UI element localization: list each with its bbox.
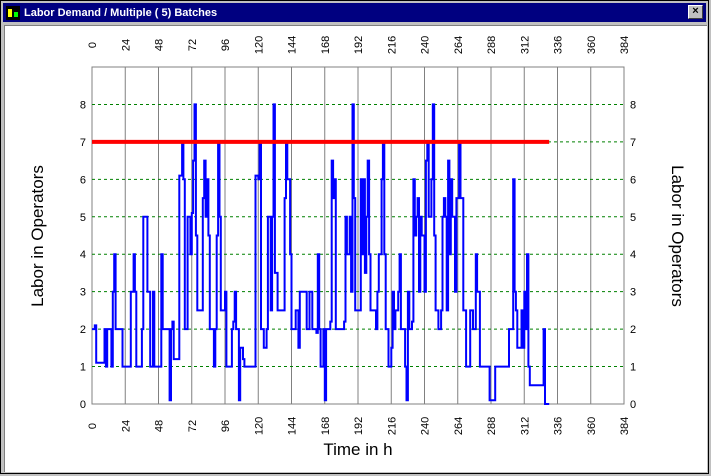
x-tick-label-top: 288	[486, 36, 498, 54]
y-tick-label-right: 5	[630, 212, 636, 224]
labor-demand-series-line	[92, 103, 550, 405]
x-tick-label-top: 336	[553, 36, 565, 54]
x-tick-label-top: 0	[87, 42, 99, 48]
y-tick-label-left: 4	[80, 249, 86, 261]
x-tick-label-top: 216	[386, 36, 398, 54]
x-tick-label-bottom: 312	[519, 417, 531, 435]
y-tick-label-left: 1	[80, 362, 86, 374]
x-tick-label-bottom: 336	[553, 417, 565, 435]
x-tick-label-bottom: 168	[320, 417, 332, 435]
window-title: Labor Demand / Multiple ( 5) Batches	[24, 6, 218, 19]
y-tick-label-left: 0	[80, 399, 86, 411]
x-tick-label-top: 360	[586, 36, 598, 54]
y-tick-label-left: 6	[80, 174, 86, 186]
series-group	[92, 103, 550, 405]
x-tick-label-bottom: 72	[187, 420, 199, 432]
y-tick-label-right: 8	[630, 99, 636, 111]
y-tick-label-right: 2	[630, 324, 636, 336]
x-tick-label-top: 240	[420, 36, 432, 54]
x-tick-label-bottom: 120	[253, 417, 265, 435]
app-icon	[6, 5, 20, 20]
x-tick-label-top: 72	[187, 39, 199, 51]
x-tick-label-bottom: 192	[353, 417, 365, 435]
x-tick-label-bottom: 216	[386, 417, 398, 435]
y-tick-label-right: 4	[630, 249, 636, 261]
chart-area: 0 0 24 24 48 48 72 72 96 96 120 120 144 144 168 168 192 1…	[4, 25, 707, 472]
y-tick-label-left: 8	[80, 99, 86, 111]
x-axis-title: Time in h	[323, 440, 392, 459]
x-tick-label-top: 192	[353, 36, 365, 54]
x-tick-label-top: 48	[154, 39, 166, 51]
x-tick-label-top: 384	[619, 36, 631, 54]
x-tick-label-top: 24	[120, 39, 132, 51]
x-tick-label-bottom: 144	[287, 417, 299, 435]
y-axis-title-right: Labor in Operators	[668, 165, 687, 307]
x-tick-label-bottom: 0	[87, 423, 99, 429]
labor-demand-chart: 0024244848727296961201201441441681681921…	[28, 36, 687, 459]
x-tick-label-top: 264	[453, 36, 465, 54]
x-tick-label-bottom: 24	[120, 420, 132, 432]
title-bar[interactable]: Labor Demand / Multiple ( 5) Batches ×	[3, 3, 706, 22]
y-tick-label-left: 3	[80, 287, 86, 299]
y-tick-label-left: 5	[80, 212, 86, 224]
y-tick-label-left: 7	[80, 137, 86, 149]
x-tick-label-top: 96	[220, 39, 232, 51]
x-tick-label-bottom: 384	[619, 417, 631, 435]
close-button[interactable]: ×	[688, 5, 703, 19]
y-tick-label-left: 2	[80, 324, 86, 336]
y-tick-label-right: 0	[630, 399, 636, 411]
x-tick-label-bottom: 48	[154, 420, 166, 432]
x-tick-label-bottom: 96	[220, 420, 232, 432]
y-tick-label-right: 1	[630, 362, 636, 374]
y-tick-label-right: 3	[630, 287, 636, 299]
x-tick-label-bottom: 240	[420, 417, 432, 435]
x-tick-label-top: 312	[519, 36, 531, 54]
x-tick-label-top: 120	[253, 36, 265, 54]
y-axis-title-left: Labor in Operators	[28, 165, 47, 307]
x-tick-label-bottom: 288	[486, 417, 498, 435]
tick-labels: 0024244848727296961201201441441681681921…	[80, 36, 636, 435]
y-tick-label-right: 7	[630, 137, 636, 149]
x-tick-label-bottom: 360	[586, 417, 598, 435]
x-tick-label-top: 168	[320, 36, 332, 54]
y-tick-label-right: 6	[630, 174, 636, 186]
x-tick-label-bottom: 264	[453, 417, 465, 435]
x-tick-label-top: 144	[287, 36, 299, 54]
